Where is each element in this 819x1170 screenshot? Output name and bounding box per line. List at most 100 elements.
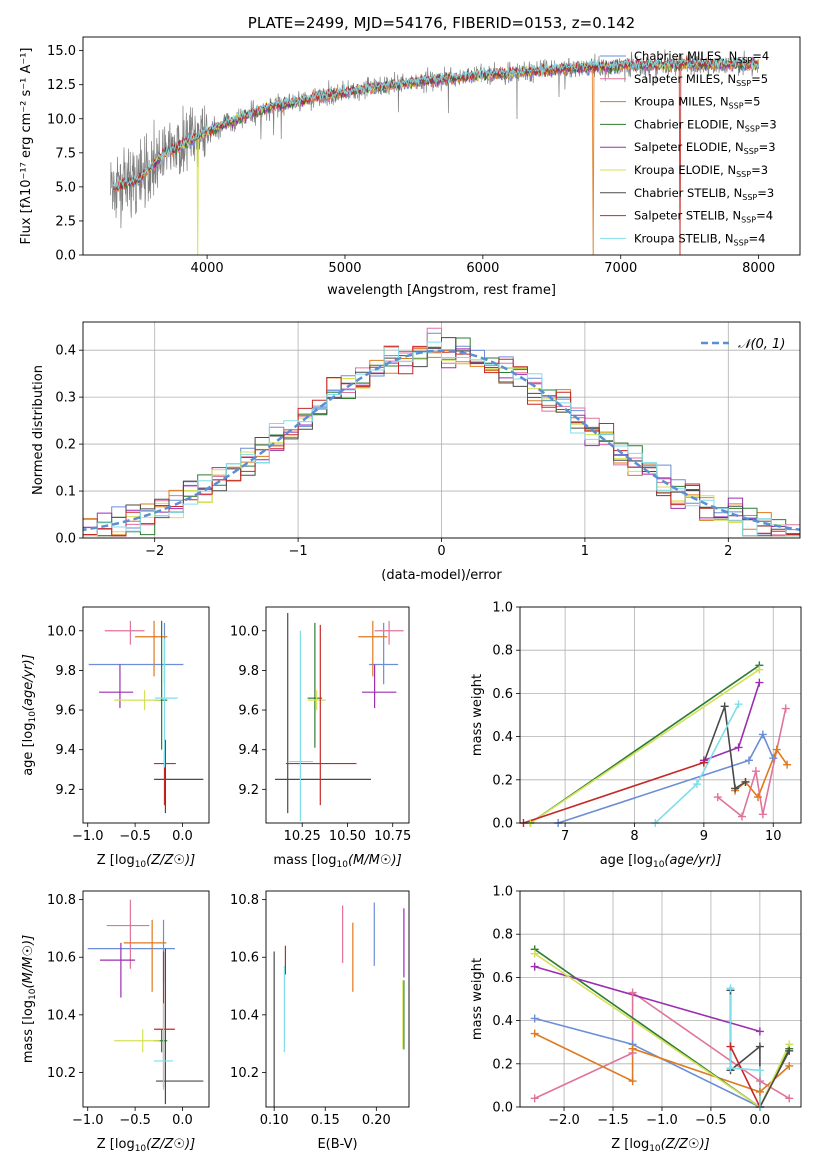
weight-marker xyxy=(530,1094,539,1103)
y-tick-label: 2.5 xyxy=(55,214,76,229)
legend-entry-sub: SSP xyxy=(736,170,751,179)
y-tick-label: 9.2 xyxy=(55,783,76,798)
legend-entry-n: 5 xyxy=(753,95,760,109)
legend-entry: Chabrier MILES, NSSP=4 xyxy=(634,49,769,65)
weight-marker xyxy=(726,1064,735,1073)
weight-marker xyxy=(530,962,539,971)
legend-entry-sub: SSP xyxy=(745,124,760,133)
legend-entry-n: 3 xyxy=(769,117,776,131)
y-tick-label: 0.8 xyxy=(492,928,513,943)
y-tick-label: 0.3 xyxy=(55,391,76,406)
x-axis-label: Z [log10(Z/Z☉)] xyxy=(97,1137,195,1154)
x-tick-label: 9 xyxy=(700,829,708,844)
weight-marker xyxy=(692,780,701,789)
legend-entry-eq: = xyxy=(751,163,761,177)
axes-frame xyxy=(82,321,801,539)
y-tick-label: 10.0 xyxy=(47,112,76,127)
axes-frame xyxy=(519,890,802,1108)
plot-area xyxy=(275,612,404,822)
x-axis-label: mass [log10(M/M☉)] xyxy=(273,853,401,870)
legend-entry-sub: SSP xyxy=(744,147,759,156)
legend-entry: Chabrier STELIB, NSSP=3 xyxy=(634,186,774,202)
weight-marker xyxy=(741,777,750,786)
weight-marker xyxy=(734,700,743,709)
weight-marker xyxy=(530,1014,539,1023)
y-tick-label: 10.0 xyxy=(230,624,259,639)
weight-marker xyxy=(769,754,778,763)
weight-marker xyxy=(755,1087,764,1096)
legend-entry-n: 4 xyxy=(758,231,765,245)
x-tick-label: 7000 xyxy=(604,261,637,276)
legend-entry-name: Salpeter ELODIE, N xyxy=(634,140,744,154)
chart-title: PLATE=2499, MJD=54176, FIBERID=0153, z=0… xyxy=(248,14,635,32)
legend-entry-sub: SSP xyxy=(741,216,756,225)
axes-frame xyxy=(265,890,410,1108)
y-axis-label-text: mass weight xyxy=(470,674,485,756)
y-tick-label: 0.4 xyxy=(55,344,76,359)
y-tick-label: 1.0 xyxy=(492,601,513,616)
x-tick-label: 8000 xyxy=(742,261,775,276)
axes-frame xyxy=(82,890,210,1108)
x-tick-label: −0.5 xyxy=(695,1113,727,1128)
legend-entry: Salpeter ELODIE, NSSP=3 xyxy=(634,140,776,156)
weight-line xyxy=(703,682,761,762)
x-tick-label: 10 xyxy=(765,829,782,844)
legend-entry-name: Kroupa STELIB, N xyxy=(634,231,734,245)
weight-marker xyxy=(785,1094,794,1103)
weight-line xyxy=(534,1017,761,1107)
y-tick-label: 10.8 xyxy=(230,893,259,908)
x-tick-label: 6000 xyxy=(466,261,499,276)
legend-entry-name: Salpeter MILES, N xyxy=(634,72,736,86)
weight-marker xyxy=(726,984,735,993)
x-axis-label-sub: 10 xyxy=(135,860,147,870)
x-tick-label: −1 xyxy=(289,544,308,559)
x-tick-label: 2 xyxy=(724,544,732,559)
y-tick-label: 12.5 xyxy=(47,78,76,93)
x-tick-label: 0.10 xyxy=(260,1113,289,1128)
weight-marker xyxy=(755,1042,764,1051)
weight-line xyxy=(534,952,791,1107)
y-axis-label-text: age [log xyxy=(21,723,36,776)
x-axis-label-text: Z [log xyxy=(97,853,135,868)
weight-line xyxy=(734,747,788,799)
x-tick-label: 7 xyxy=(561,829,569,844)
weight-marker xyxy=(713,793,722,802)
model-spectrum-kroupa-stelib xyxy=(112,57,760,189)
weight-marker xyxy=(744,756,753,765)
histogram-kroupa-stelib xyxy=(83,341,800,537)
x-tick-label: 10.25 xyxy=(284,829,321,844)
weight-marker xyxy=(699,758,708,767)
legend-entry-n: 5 xyxy=(761,72,768,86)
x-axis-label-sub: 10 xyxy=(337,860,349,870)
legend-entry-eq: = xyxy=(744,95,754,109)
y-tick-label: 15.0 xyxy=(47,44,76,59)
axes-frame xyxy=(82,36,801,256)
weight-marker xyxy=(755,665,764,674)
y-tick-label: 10.6 xyxy=(47,951,76,966)
weight-marker xyxy=(755,1066,764,1075)
weight-marker xyxy=(755,1077,764,1086)
x-axis-label-tail: (Z/Z☉)] xyxy=(146,853,195,868)
x-axis-label-sub: 10 xyxy=(649,1144,661,1154)
y-tick-label: 0.1 xyxy=(55,485,76,500)
legend-entry-name: Chabrier STELIB, N xyxy=(634,186,742,200)
y-axis-label-text: mass [log xyxy=(21,1000,36,1063)
legend-entry-name: Salpeter STELIB, N xyxy=(634,209,741,223)
x-axis-label: Z [log10(Z/Z☉)] xyxy=(611,1137,709,1154)
weight-marker xyxy=(726,1042,735,1051)
weight-marker xyxy=(785,1046,794,1055)
x-axis-label: Z [log10(Z/Z☉)] xyxy=(97,853,195,870)
x-axis-label-text: Z [log xyxy=(97,1137,135,1152)
legend-entry: Salpeter STELIB, NSSP=4 xyxy=(634,209,773,225)
weight-line xyxy=(703,706,746,790)
x-tick-label: 8 xyxy=(630,829,638,844)
legend-entry-eq: = xyxy=(759,140,769,154)
y-axis-label: mass [log10(M/M☉)] xyxy=(21,935,38,1063)
x-tick-label: −1.0 xyxy=(72,829,104,844)
legend-entry-eq: = xyxy=(752,49,762,63)
y-tick-label: 0.0 xyxy=(55,249,76,264)
legend-entry: Kroupa MILES, NSSP=5 xyxy=(634,95,761,111)
weight-marker xyxy=(781,704,790,713)
weight-marker xyxy=(758,730,767,739)
